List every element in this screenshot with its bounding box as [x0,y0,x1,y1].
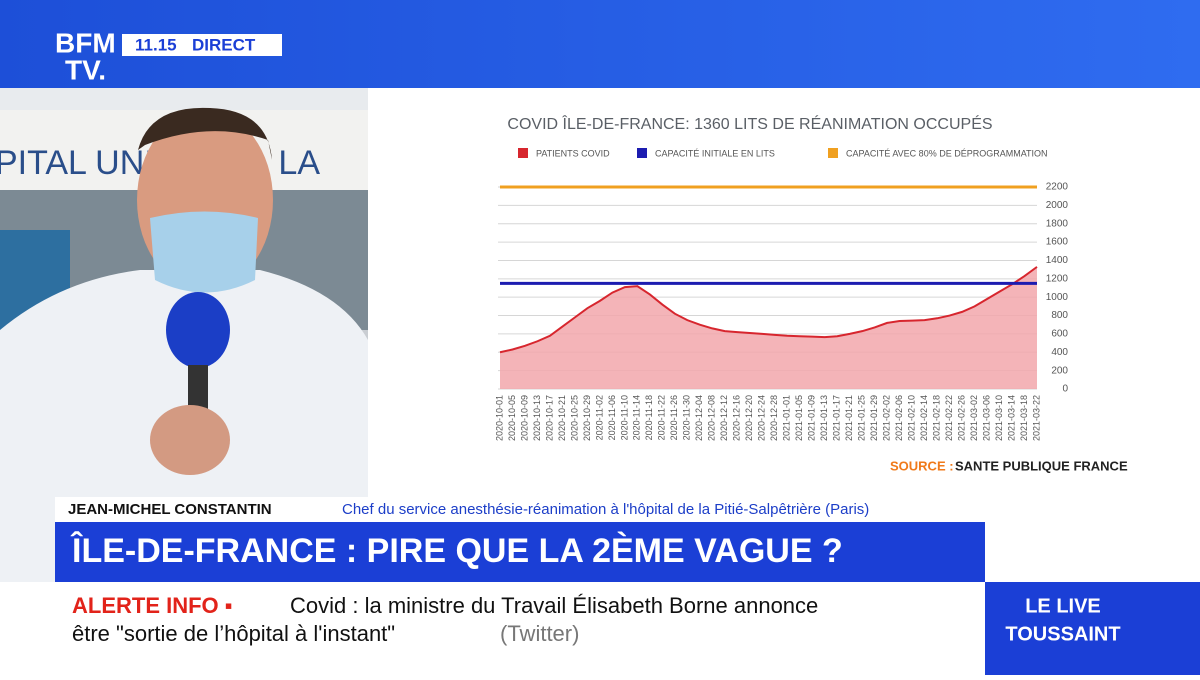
alert-label: ALERTE INFO ▪ [72,593,233,618]
source: SANTE PUBLIQUE FRANCE [955,458,1128,473]
y-tick-label: 1800 [1046,218,1069,229]
y-tick-label: 2000 [1046,200,1069,211]
microphone [166,292,230,368]
x-tick-label: 2021-02-06 [894,395,904,441]
x-tick-label: 2021-03-14 [1006,395,1016,441]
legend-swatch [828,148,838,158]
x-tick-label: 2020-12-08 [707,395,717,441]
x-tick-label: 2020-11-26 [669,395,679,440]
x-tick-label: 2020-12-28 [769,395,779,441]
ticker-line: Covid : la ministre du Travail Élisabeth… [290,593,818,618]
chart-title: COVID ÎLE-DE-FRANCE: 1360 LITS DE RÉANIM… [507,114,992,133]
x-tick-label: 2021-03-10 [994,395,1004,441]
y-tick-label: 0 [1062,384,1068,395]
x-tick-label: 2021-01-05 [794,395,804,441]
source-label: SOURCE : [890,458,954,473]
x-tick-label: 2020-10-25 [569,395,579,441]
live: DIRECT [192,35,256,54]
x-tick-label: 2021-02-26 [956,395,966,441]
show-title: LE LIVE [1025,595,1101,617]
x-tick-label: 2020-11-30 [682,395,692,440]
y-tick-label: 800 [1051,310,1068,321]
y-tick-label: 600 [1051,329,1068,340]
x-tick-label: 2020-11-06 [607,395,617,440]
name-strip [55,497,970,522]
x-tick-label: 2020-10-05 [507,395,517,441]
line [499,266,1038,354]
x-tick-label: 2021-03-18 [1019,395,1029,441]
x-tick-label: 2020-10-29 [582,395,592,441]
show-box [985,582,1200,675]
legend-label: CAPACITÉ INITIALE EN LITS [655,148,775,158]
x-tick-label: 2021-03-02 [969,395,979,441]
x-tick-label: 2020-12-24 [757,395,767,441]
x-tick-label: 2020-10-21 [557,395,567,441]
ticker-source: (Twitter) [500,621,579,646]
x-tick-label: 2021-02-18 [931,395,941,441]
x-tick-label: 2020-12-04 [694,395,704,441]
y-tick-label: 400 [1051,347,1068,358]
ticker [0,582,985,675]
ticker-line: être "sortie de l’hôpital à l'instant" [72,621,395,646]
x-tick-label: 2020-11-10 [619,395,629,440]
legend-label: CAPACITÉ AVEC 80% DE DÉPROGRAMMATION [846,148,1048,158]
hand [150,405,230,475]
x-tick-label: 2021-02-14 [919,395,929,441]
x-tick-label: 2020-12-12 [719,395,729,441]
legend-swatch [637,148,647,158]
y-tick-label: 1200 [1046,273,1069,284]
x-tick-label: 2021-03-06 [981,395,991,441]
x-tick-label: 2020-11-18 [644,395,654,440]
x-tick-label: 2021-01-29 [869,395,879,441]
area [500,266,1037,389]
x-tick-label: 2021-01-01 [782,395,792,441]
x-tick-label: 2021-01-25 [857,395,867,441]
x-tick-label: 2021-01-17 [832,395,842,441]
x-tick-label: 2021-01-21 [844,395,854,441]
y-tick-label: 2200 [1046,182,1069,193]
x-tick-label: 2020-10-13 [532,395,542,441]
headline: ÎLE-DE-FRANCE : PIRE QUE LA 2ÈME VAGUE ? [70,532,843,570]
x-tick-label: 2021-02-02 [882,395,892,441]
logo: BFM [55,27,116,58]
x-tick-label: 2020-11-14 [632,395,642,440]
time: 11.15 [135,35,177,54]
x-tick-label: 2021-03-22 [1031,395,1041,441]
logo: TV. [65,54,106,85]
y-tick-label: 200 [1051,365,1068,376]
guest-name: JEAN-MICHEL CONSTANTIN [68,501,272,518]
x-tick-label: 2021-02-10 [906,395,916,441]
x-tick-label: 2021-01-13 [819,395,829,441]
x-tick-label: 2020-10-09 [519,395,529,441]
y-tick-label: 1000 [1046,292,1069,303]
live-badge [122,34,282,56]
y-tick-label: 1400 [1046,255,1069,266]
x-tick-label: 2020-10-01 [494,395,504,441]
y-tick-label: 1600 [1046,237,1069,248]
legend-label: PATIENTS COVID [536,148,610,158]
x-tick-label: 2021-01-09 [807,395,817,441]
mask [150,211,258,293]
show-title: TOUSSAINT [1005,623,1120,645]
x-tick-label: 2020-12-16 [732,395,742,441]
chart: 0 200 400 600 800 1000 1200 1400 1600 1800 2000 220… [494,148,1068,441]
x-tick-label: 2020-11-02 [594,395,604,440]
guest-role: Chef du service anesthésie-réanimation à… [342,501,869,518]
legend-swatch [518,148,528,158]
headline-bar [55,522,985,582]
x-tick-label: 2020-11-22 [657,395,667,440]
x-tick-label: 2020-12-20 [744,395,754,441]
hair [138,107,272,160]
x-tick-label: 2021-02-22 [944,395,954,441]
x-tick-label: 2020-10-17 [544,395,554,441]
